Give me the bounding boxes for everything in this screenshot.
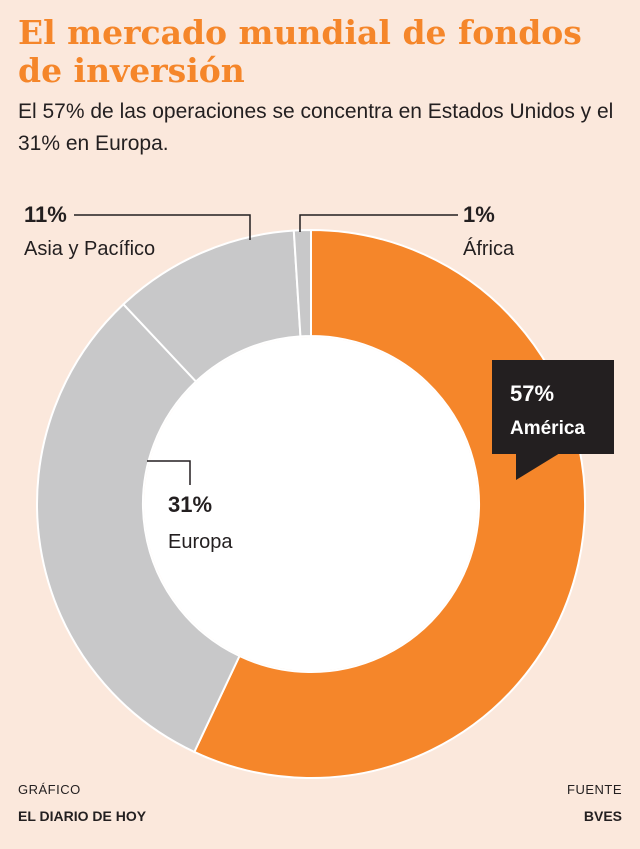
chart-subtitle: El 57% de las operaciones se concentra e… — [18, 100, 614, 155]
footer-graphic-label: GRÁFICO — [18, 782, 81, 797]
callout-america: 57% América — [492, 360, 614, 480]
label-america-value: 57% — [510, 381, 554, 406]
footer-graphic-name: EL DIARIO DE HOY — [18, 808, 147, 824]
footer-source-name: BVES — [583, 808, 622, 824]
chart-title: El mercado mundial de fondos de inversió… — [18, 13, 582, 90]
callout-pointer — [516, 453, 560, 480]
label-africa-value: 1% — [463, 202, 495, 227]
label-asia-name: Asia y Pacífico — [24, 238, 155, 260]
donut-slices — [36, 228, 586, 779]
label-asia-value: 11% — [24, 202, 67, 227]
label-africa-name: África — [463, 237, 515, 260]
label-europa-name: Europa — [168, 531, 233, 553]
leader-line-europa — [147, 460, 191, 485]
footer-source-label: FUENTE — [567, 782, 622, 797]
callout-box — [492, 360, 614, 454]
label-europa-value: 31% — [168, 492, 212, 517]
leader-line-africa — [299, 214, 458, 232]
slice-europa — [36, 302, 241, 754]
leader-lines — [74, 214, 458, 485]
leader-line-asia — [74, 214, 251, 240]
label-america-name: América — [510, 418, 585, 439]
donut-hole — [144, 337, 478, 671]
